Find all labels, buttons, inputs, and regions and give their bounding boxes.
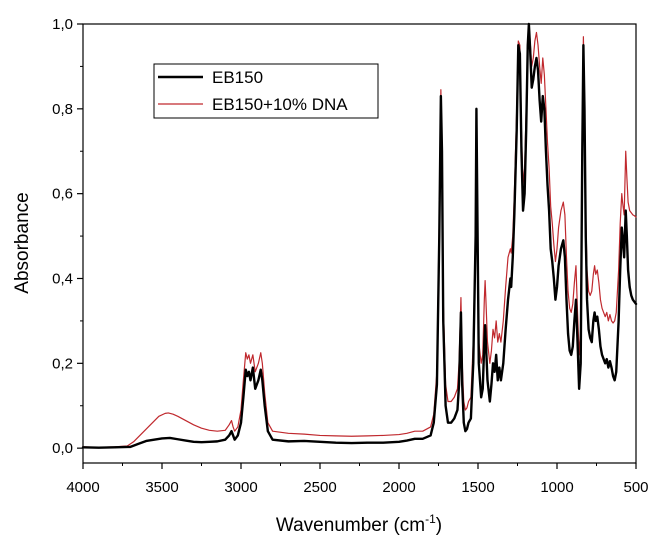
- x-tick-label: 500: [623, 479, 648, 496]
- x-axis-title-superscript: -1: [425, 512, 436, 526]
- y-tick-label: 0,6: [52, 186, 73, 203]
- x-axis-title-main: Wavenumber (cm: [276, 515, 425, 536]
- x-tick-label: 1000: [540, 479, 573, 496]
- y-tick-label: 0,8: [52, 101, 73, 118]
- y-axis-title: Absorbance: [12, 192, 33, 293]
- x-axis: 4000 3500 3000 2500 2000 1500 1000 500: [66, 463, 649, 496]
- y-tick-label: 0,4: [52, 270, 73, 287]
- y-tick-label: 1,0: [52, 16, 73, 33]
- legend-label-eb150-dna: EB150+10% DNA: [212, 95, 348, 114]
- x-tick-label: 3000: [224, 479, 257, 496]
- x-axis-title-close: ): [436, 515, 442, 536]
- x-tick-label: 2000: [382, 479, 415, 496]
- x-tick-label: 2500: [303, 479, 336, 496]
- x-tick-label: 3500: [145, 479, 178, 496]
- legend-box: [153, 63, 379, 119]
- y-tick-label: 0,0: [52, 440, 73, 457]
- y-tick-label: 0,2: [52, 355, 73, 372]
- series-line-0: [81, 22, 638, 449]
- y-axis: 0,0 0,2 0,4 0,6 0,8 1,0: [52, 16, 83, 457]
- series-line-1: [82, 23, 637, 448]
- legend-label-eb150: EB150: [212, 68, 263, 87]
- x-axis-title: Wavenumber (cm-1): [276, 512, 442, 536]
- x-tick-label: 1500: [461, 479, 494, 496]
- series-group: [81, 22, 638, 449]
- legend: EB150 EB150+10% DNA: [153, 63, 379, 119]
- x-tick-label: 4000: [66, 479, 99, 496]
